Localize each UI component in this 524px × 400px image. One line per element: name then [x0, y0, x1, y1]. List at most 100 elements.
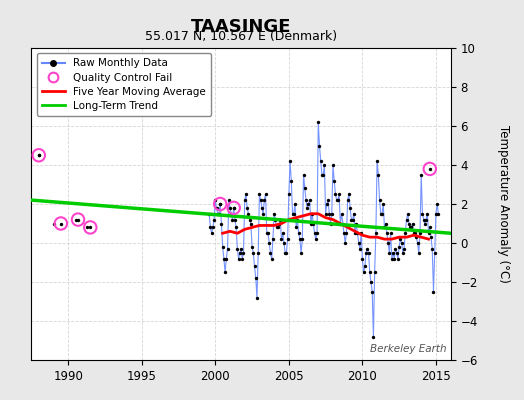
- Point: [432, 210, 440, 217]
- Point: [57, 220, 65, 227]
- Point: [226, 205, 234, 211]
- Point: [243, 205, 252, 211]
- Point: [341, 240, 350, 246]
- Point: [230, 205, 238, 211]
- Point: [285, 191, 293, 198]
- Point: [296, 236, 304, 242]
- Point: [323, 201, 331, 207]
- Point: [219, 244, 227, 250]
- Point: [258, 205, 266, 211]
- Point: [344, 197, 352, 203]
- Point: [231, 216, 239, 223]
- Point: [319, 172, 328, 178]
- Point: [242, 191, 250, 198]
- Point: [214, 210, 222, 217]
- Point: [35, 152, 43, 158]
- Point: [299, 172, 308, 178]
- Point: [301, 185, 309, 192]
- Point: [254, 250, 263, 256]
- Point: [381, 220, 390, 227]
- Point: [424, 230, 433, 236]
- Point: [216, 201, 224, 207]
- Point: [377, 210, 385, 217]
- Point: [372, 230, 380, 236]
- Point: [379, 201, 387, 207]
- Point: [351, 230, 359, 236]
- Point: [215, 210, 223, 217]
- Point: [305, 197, 314, 203]
- Point: [216, 201, 224, 207]
- Point: [361, 263, 369, 270]
- Text: Berkeley Earth: Berkeley Earth: [370, 344, 446, 354]
- Point: [368, 288, 376, 295]
- Point: [267, 255, 276, 262]
- Point: [217, 220, 226, 227]
- Point: [71, 216, 80, 223]
- Point: [312, 236, 320, 242]
- Point: [293, 216, 302, 223]
- Point: [294, 230, 303, 236]
- Point: [314, 119, 322, 125]
- Point: [259, 210, 267, 217]
- Point: [408, 220, 417, 227]
- Point: [86, 224, 94, 230]
- Point: [307, 220, 315, 227]
- Point: [340, 230, 348, 236]
- Point: [339, 220, 347, 227]
- Point: [425, 224, 434, 230]
- Point: [378, 210, 386, 217]
- Point: [241, 197, 249, 203]
- Point: [86, 224, 94, 230]
- Point: [425, 166, 434, 172]
- Point: [366, 269, 374, 276]
- Point: [410, 230, 418, 236]
- Point: [427, 234, 435, 240]
- Point: [332, 197, 341, 203]
- Point: [346, 205, 354, 211]
- Point: [350, 210, 358, 217]
- Point: [225, 197, 233, 203]
- Point: [286, 158, 294, 164]
- Point: [413, 240, 422, 246]
- Point: [321, 210, 330, 217]
- Point: [237, 246, 245, 252]
- Point: [425, 166, 434, 172]
- Point: [335, 191, 343, 198]
- Point: [238, 255, 246, 262]
- Point: [400, 246, 408, 252]
- Point: [397, 240, 406, 246]
- Point: [405, 220, 413, 227]
- Point: [363, 246, 372, 252]
- Point: [422, 216, 430, 223]
- Point: [313, 230, 321, 236]
- Point: [416, 230, 424, 236]
- Point: [385, 250, 394, 256]
- Point: [370, 269, 379, 276]
- Point: [275, 220, 283, 227]
- Point: [277, 236, 286, 242]
- Point: [253, 294, 261, 301]
- Point: [302, 197, 310, 203]
- Point: [270, 210, 278, 217]
- Point: [401, 230, 409, 236]
- Point: [303, 205, 311, 211]
- Point: [373, 158, 381, 164]
- Point: [279, 230, 287, 236]
- Point: [208, 230, 216, 236]
- Point: [353, 230, 362, 236]
- Point: [383, 230, 391, 236]
- Point: [359, 269, 368, 276]
- Point: [358, 255, 367, 262]
- Point: [384, 240, 392, 246]
- Point: [35, 152, 43, 158]
- Point: [281, 250, 289, 256]
- Y-axis label: Temperature Anomaly (°C): Temperature Anomaly (°C): [497, 125, 510, 283]
- Point: [412, 234, 421, 240]
- Point: [406, 224, 414, 230]
- Point: [396, 236, 405, 242]
- Point: [420, 216, 428, 223]
- Point: [357, 230, 365, 236]
- Point: [264, 230, 272, 236]
- Point: [239, 250, 248, 256]
- Point: [230, 205, 238, 211]
